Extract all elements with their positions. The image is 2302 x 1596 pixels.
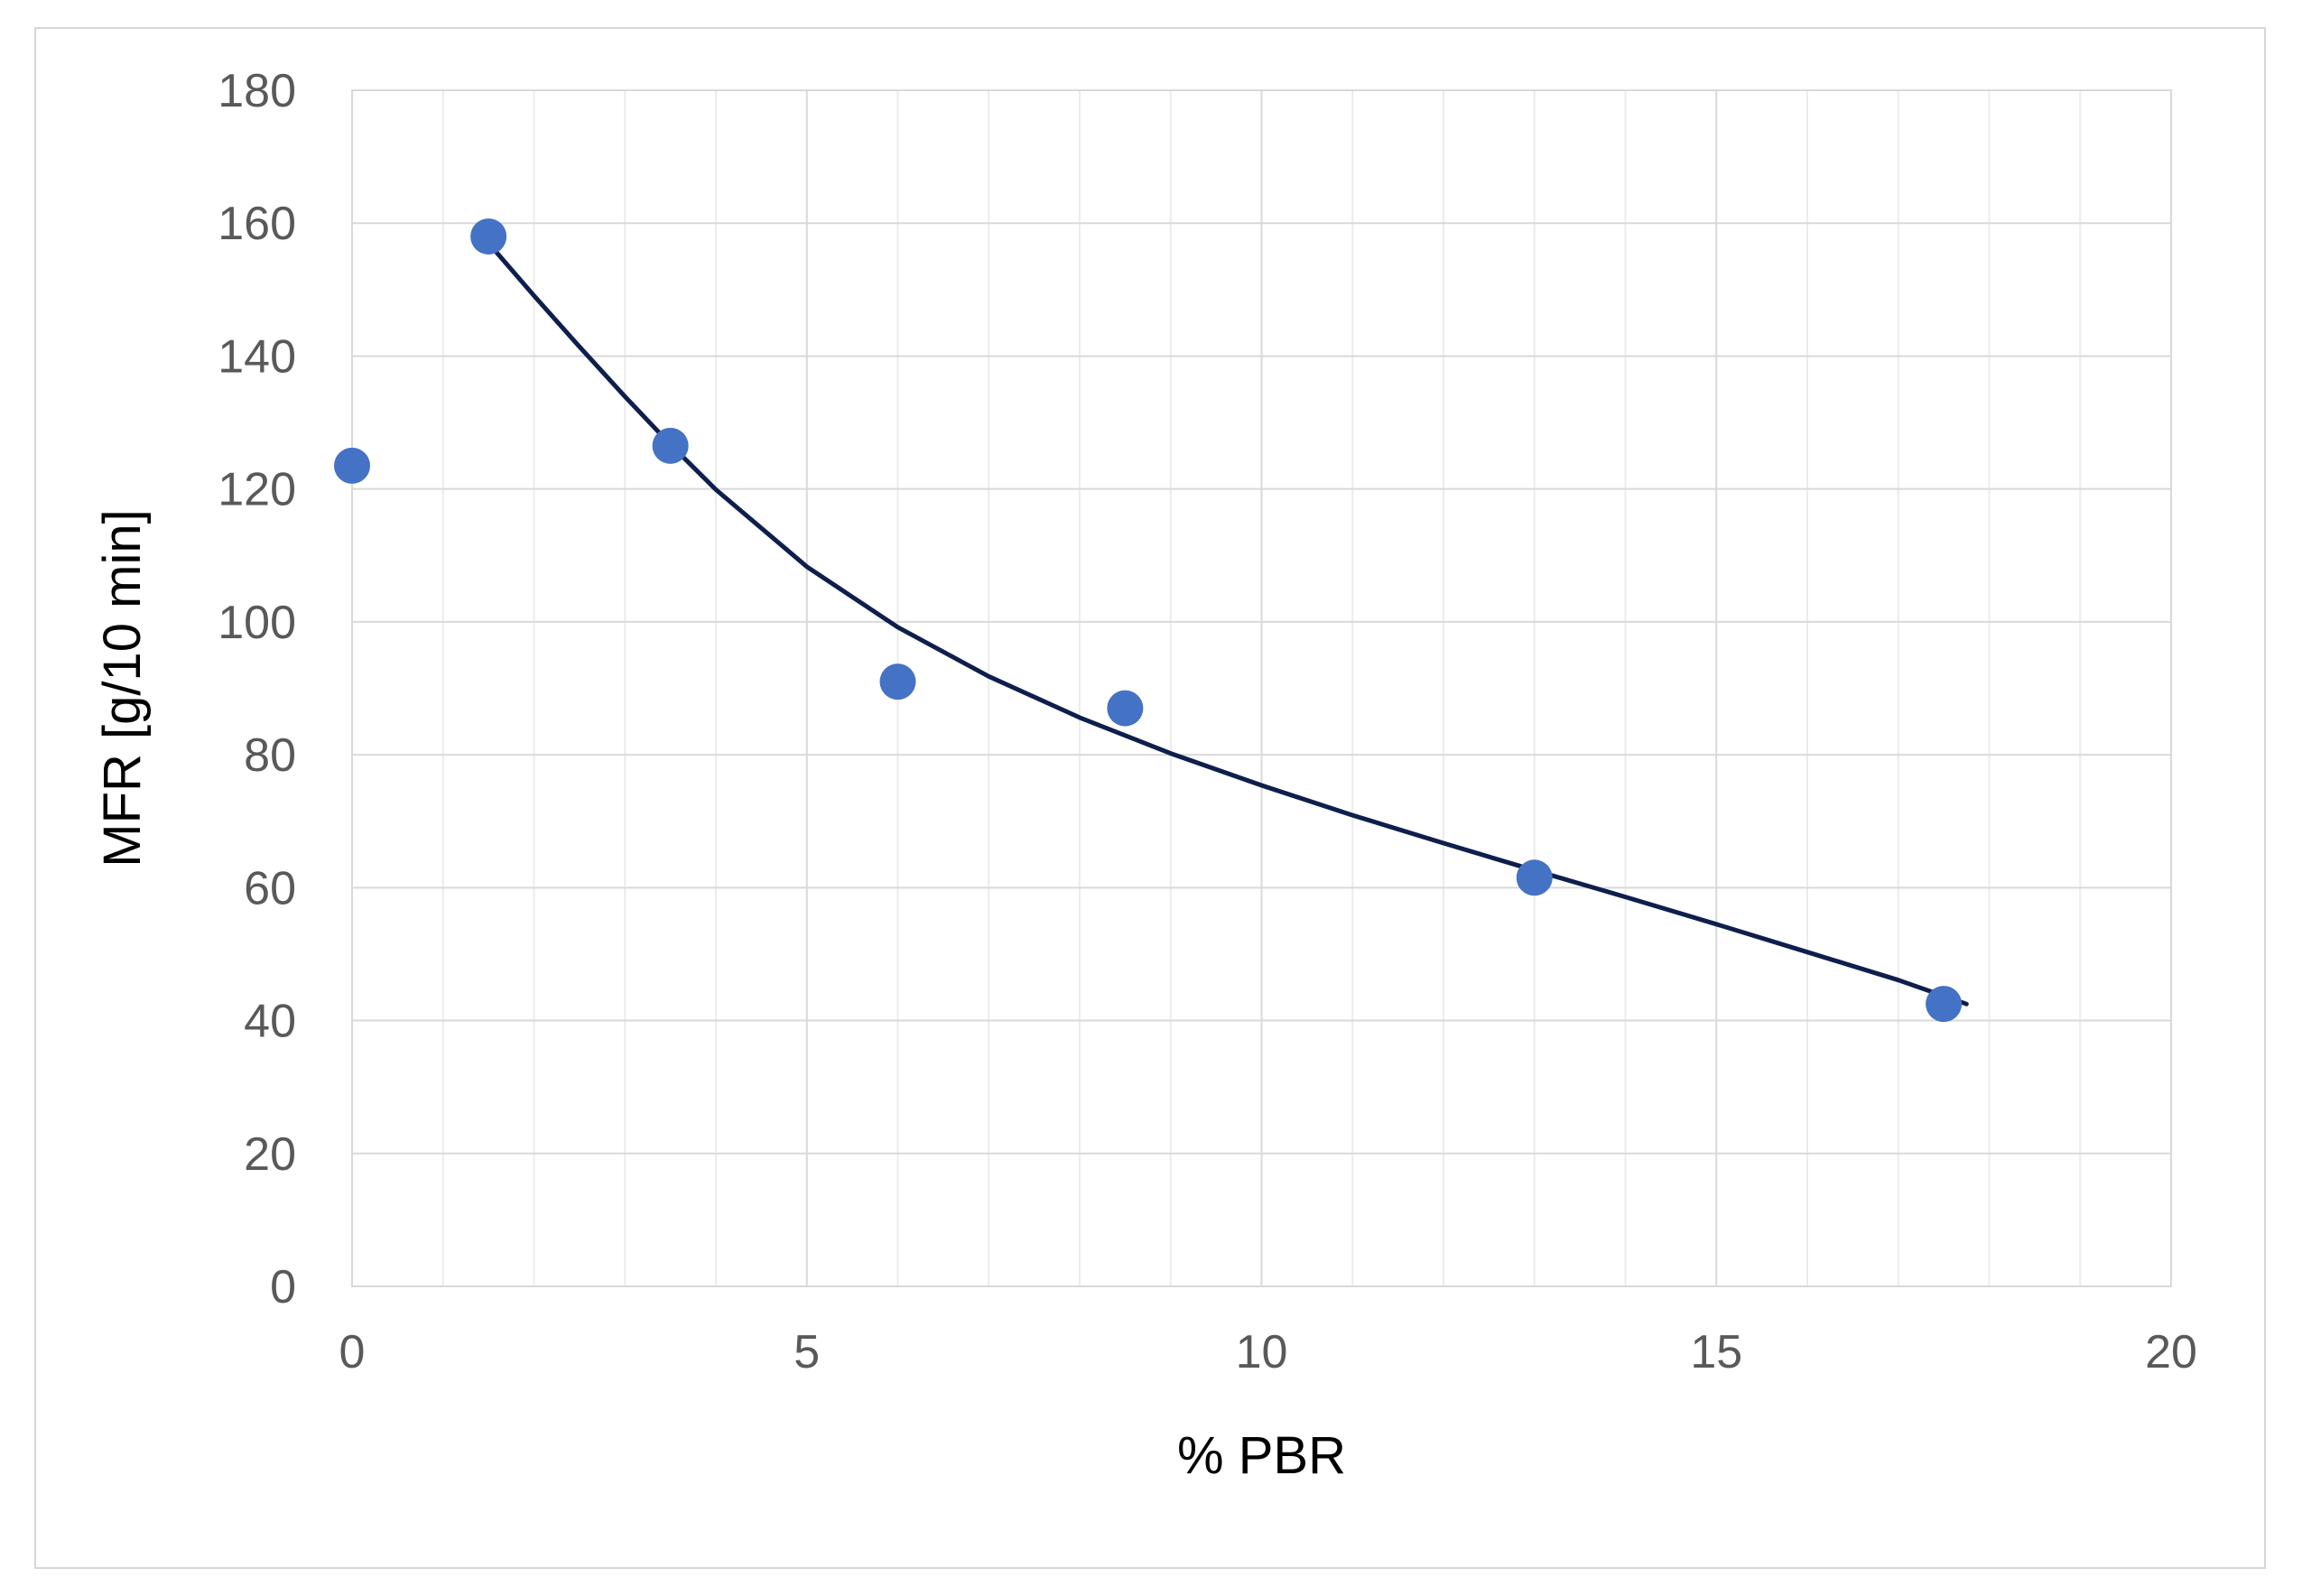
x-tick-label: 15: [1690, 1326, 1742, 1378]
x-axis-ticks: 0 5 10 15 20: [339, 1326, 2197, 1378]
x-axis-title: % PBR: [1177, 1426, 1346, 1485]
data-point: [334, 447, 370, 484]
data-point: [470, 218, 507, 255]
chart-frame: [34, 27, 2266, 1569]
data-point: [1107, 690, 1144, 727]
data-point: [1516, 859, 1553, 896]
data-point: [652, 427, 689, 464]
y-tick-label: 40: [244, 996, 296, 1048]
minor-gridlines: [441, 90, 2082, 1286]
y-tick-label: 160: [218, 198, 296, 250]
plot-area-border: [351, 89, 2172, 1287]
y-tick-label: 180: [218, 65, 296, 117]
y-tick-label: 80: [244, 729, 296, 782]
y-tick-label: 140: [218, 330, 296, 383]
x-tick-label: 0: [339, 1326, 366, 1378]
y-tick-label: 60: [244, 862, 296, 914]
y-tick-label: 100: [218, 597, 296, 649]
x-tick-label: 20: [2145, 1326, 2197, 1378]
x-tick-label: 5: [794, 1326, 820, 1378]
trendline: [486, 240, 1969, 1007]
y-axis-title: MFR [g/10 min]: [93, 509, 152, 867]
major-gridlines: [352, 90, 2171, 1286]
data-point: [879, 663, 916, 701]
y-tick-label: 120: [218, 464, 296, 516]
y-tick-label: 20: [244, 1128, 296, 1181]
y-axis-ticks: 0 20 40 60 80 100 120 140 160 180: [218, 65, 296, 1313]
y-tick-label: 0: [270, 1261, 296, 1313]
data-point: [1926, 986, 1963, 1023]
x-tick-label: 10: [1236, 1326, 1288, 1378]
series-layer: [334, 218, 1969, 1023]
